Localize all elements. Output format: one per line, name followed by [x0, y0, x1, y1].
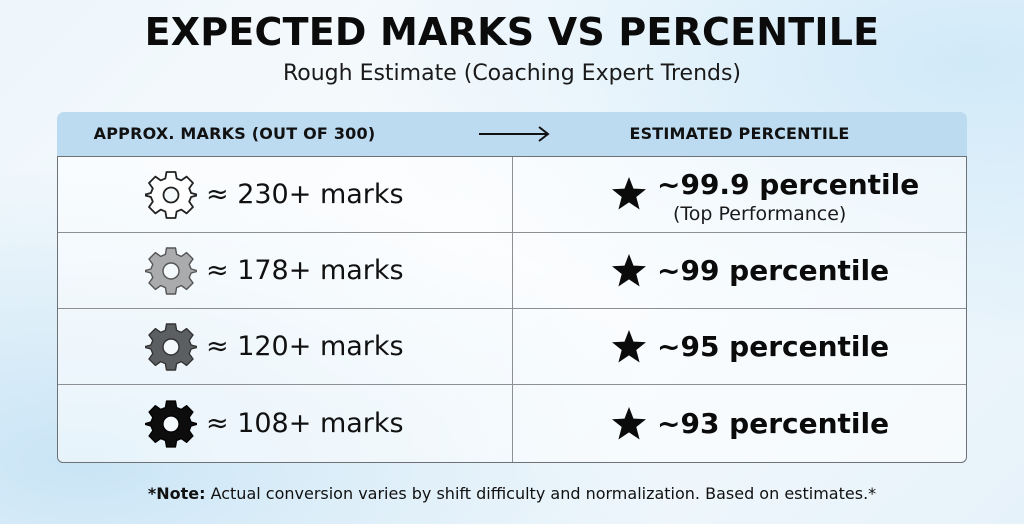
table-row: ≈ 230+ marks ~99.9 percentile (Top Perfo…: [58, 157, 966, 233]
star-icon: [612, 407, 646, 440]
table-body: ≈ 230+ marks ~99.9 percentile (Top Perfo…: [57, 156, 967, 463]
percentile-value: ~99 percentile: [657, 254, 890, 287]
table-row: ≈ 120+ marks ~95 percentile: [58, 309, 966, 385]
footnote: *Note: Actual conversion varies by shift…: [0, 484, 1024, 503]
star-icon: [612, 254, 646, 287]
marks-value: ≈ 120+ marks: [206, 331, 404, 362]
marks-value: ≈ 230+ marks: [206, 179, 404, 210]
gear-outline-icon: [145, 171, 197, 219]
table-row: ≈ 178+ marks ~99 percentile: [58, 233, 966, 309]
column-divider: [512, 157, 513, 462]
gear-light-icon: [145, 247, 197, 295]
percentile-cell: ~93 percentile: [513, 386, 966, 462]
page-title: EXPECTED MARKS VS PERCENTILE: [144, 10, 880, 54]
table-row: ≈ 108+ marks ~93 percentile: [58, 386, 966, 462]
percentile-note: (Top Performance): [673, 203, 847, 225]
long-right-arrow-icon: [479, 126, 550, 142]
column-header-percentile: ESTIMATED PERCENTILE: [629, 124, 850, 143]
gear-medium-icon: [145, 323, 197, 371]
footnote-label: *Note:: [147, 484, 206, 503]
percentile-cell: ~95 percentile: [513, 309, 966, 385]
column-header-marks: APPROX. MARKS (OUT OF 300): [93, 124, 376, 143]
marks-value: ≈ 178+ marks: [206, 255, 404, 286]
page-subtitle: Rough Estimate (Coaching Expert Trends): [282, 61, 742, 86]
table-header: APPROX. MARKS (OUT OF 300) ESTIMATED PER…: [57, 112, 967, 156]
marks-value: ≈ 108+ marks: [206, 408, 404, 439]
marks-cell: ≈ 108+ marks: [58, 386, 512, 462]
marks-cell: ≈ 120+ marks: [58, 309, 512, 385]
marks-cell: ≈ 230+ marks: [58, 157, 512, 233]
percentile-value: ~93 percentile: [657, 407, 890, 440]
marks-percentile-table: APPROX. MARKS (OUT OF 300) ESTIMATED PER…: [57, 112, 967, 463]
marks-cell: ≈ 178+ marks: [58, 233, 512, 309]
percentile-cell: ~99.9 percentile (Top Performance): [513, 157, 966, 233]
star-icon: [612, 177, 646, 210]
footnote-text: Actual conversion varies by shift diffic…: [205, 484, 877, 503]
percentile-value: ~99.9 percentile: [657, 168, 920, 201]
percentile-value: ~95 percentile: [657, 330, 890, 363]
gear-dark-icon: [145, 400, 197, 448]
star-icon: [612, 330, 646, 363]
percentile-cell: ~99 percentile: [513, 233, 966, 309]
